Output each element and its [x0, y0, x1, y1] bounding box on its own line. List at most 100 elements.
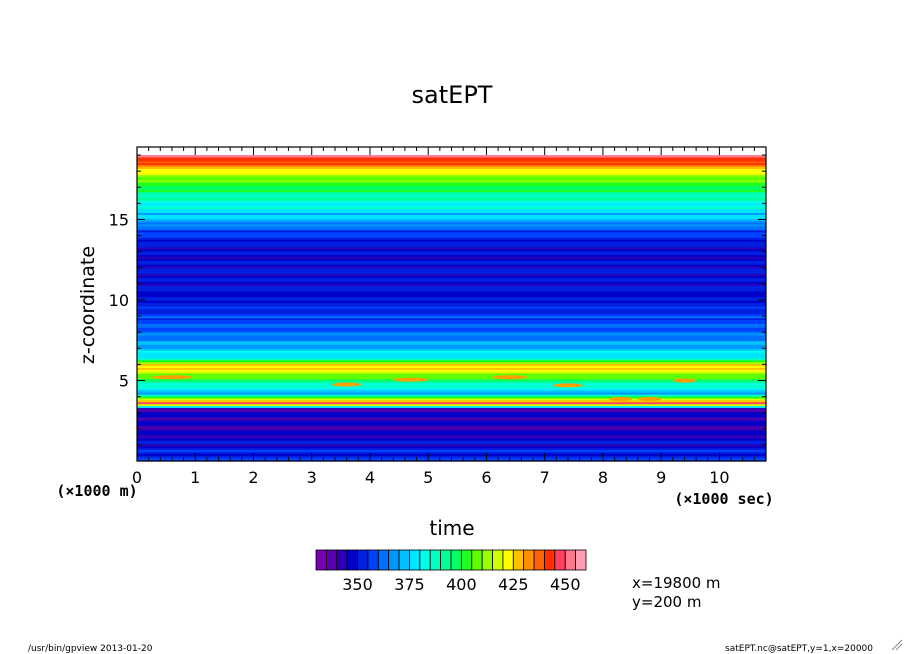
- y-axis-label: z-coordinate: [77, 246, 99, 364]
- heatmap-band: [137, 197, 766, 200]
- heatmap-band: [137, 304, 766, 307]
- colorbar-tick-label: 350: [342, 575, 373, 594]
- heatmap-band: [137, 340, 766, 344]
- heatmap-band: [137, 216, 766, 219]
- colorbar-swatch: [575, 549, 587, 571]
- heatmap-band: [137, 390, 766, 393]
- heatmap-band: [137, 344, 766, 347]
- heatmap-band: [137, 241, 766, 244]
- heatmap-band: [137, 160, 766, 164]
- heatmap-patch: [332, 382, 362, 387]
- heatmap-band: [137, 422, 766, 426]
- heatmap-band: [137, 382, 766, 386]
- resize-grip-icon[interactable]: [891, 639, 903, 651]
- heatmap-band: [137, 239, 766, 242]
- footer-left-text: /usr/bin/gpview 2013-01-20: [28, 644, 153, 654]
- colorbar-swatch: [388, 549, 400, 571]
- heatmap-band: [137, 313, 766, 317]
- heatmap-band: [137, 350, 766, 353]
- colorbar-swatch: [377, 549, 390, 571]
- heatmap-patch: [393, 377, 429, 382]
- heatmap-band: [137, 283, 766, 286]
- y-tick-label: 10: [109, 291, 129, 310]
- heatmap-band: [137, 220, 766, 223]
- colorbar-swatch: [471, 549, 483, 571]
- colorbar-swatch: [492, 549, 504, 571]
- heatmap-band: [137, 279, 766, 282]
- heatmap-band: [137, 250, 766, 254]
- heatmap-band: [137, 170, 766, 173]
- heatmap-band: [137, 275, 766, 279]
- heatmap-band: [137, 394, 766, 397]
- heatmap-band: [137, 204, 766, 208]
- heatmap-band: [137, 302, 766, 305]
- heatmap-band: [137, 327, 766, 330]
- heatmap-band: [137, 195, 766, 198]
- heatmap-band: [137, 176, 766, 179]
- heatmap-band: [137, 256, 766, 259]
- y-tick-label: 5: [119, 371, 129, 390]
- heatmap-band: [137, 317, 766, 321]
- heatmap-band: [137, 189, 766, 192]
- colorbar-tick-label: 425: [498, 575, 529, 594]
- heatmap-band: [137, 252, 766, 256]
- heatmap-band: [137, 371, 766, 374]
- heatmap-band: [137, 237, 766, 240]
- heatmap-band: [137, 411, 766, 414]
- heatmap-band: [137, 413, 766, 416]
- heatmap-band: [137, 156, 766, 160]
- heatmap-band: [137, 439, 766, 443]
- heatmap-band: [137, 179, 766, 183]
- heatmap-bands: [137, 147, 766, 462]
- heatmap-band: [137, 177, 766, 181]
- heatmap-band: [137, 248, 766, 252]
- heatmap-band: [137, 166, 766, 170]
- heatmap-band: [137, 229, 766, 233]
- heatmap-band: [137, 329, 766, 332]
- x-tick-label: 0: [132, 468, 142, 487]
- heatmap-band: [137, 342, 766, 345]
- heatmap-band: [137, 374, 766, 378]
- heatmap-band: [137, 309, 766, 313]
- heatmap-band: [137, 330, 766, 334]
- heatmap-band: [137, 181, 766, 185]
- heatmap-band: [137, 315, 766, 319]
- x-tick-label: 6: [481, 468, 491, 487]
- colorbar-swatch: [554, 549, 566, 571]
- heatmap-band: [137, 273, 766, 277]
- heatmap-band: [137, 183, 766, 187]
- colorbar-swatch: [409, 549, 421, 571]
- x-tick-label: 9: [656, 468, 666, 487]
- heatmap-band: [137, 262, 766, 265]
- heatmap-band: [137, 407, 766, 410]
- heatmap-patch: [492, 375, 528, 380]
- heatmap-band: [137, 200, 766, 204]
- heatmap-band: [137, 417, 766, 420]
- heatmap-band: [137, 441, 766, 445]
- heatmap-band: [137, 269, 766, 273]
- x-tick-label: 3: [307, 468, 317, 487]
- heatmap-band: [137, 399, 766, 403]
- heatmap-band: [137, 155, 766, 158]
- heatmap-band: [137, 365, 766, 368]
- heatmap-band: [137, 208, 766, 212]
- heatmap-band: [137, 369, 766, 372]
- heatmap-band: [137, 455, 766, 458]
- heatmap-band: [137, 231, 766, 235]
- heatmap-band: [137, 260, 766, 263]
- colorbar-swatch: [440, 549, 452, 571]
- heatmap-band: [137, 244, 766, 248]
- heatmap-band: [137, 246, 766, 250]
- heatmap-band: [137, 447, 766, 451]
- colorbar-swatch: [419, 549, 431, 571]
- heatmap-band: [137, 428, 766, 432]
- heatmap-band: [137, 158, 766, 162]
- heatmap-band: [137, 212, 766, 215]
- heatmap-band: [137, 353, 766, 357]
- heatmap-band: [137, 453, 766, 456]
- heatmap-patch: [151, 375, 193, 380]
- colorbar-tick-label: 450: [550, 575, 581, 594]
- heatmap-band: [137, 168, 766, 171]
- heatmap-band: [137, 285, 766, 288]
- heatmap-band: [137, 420, 766, 424]
